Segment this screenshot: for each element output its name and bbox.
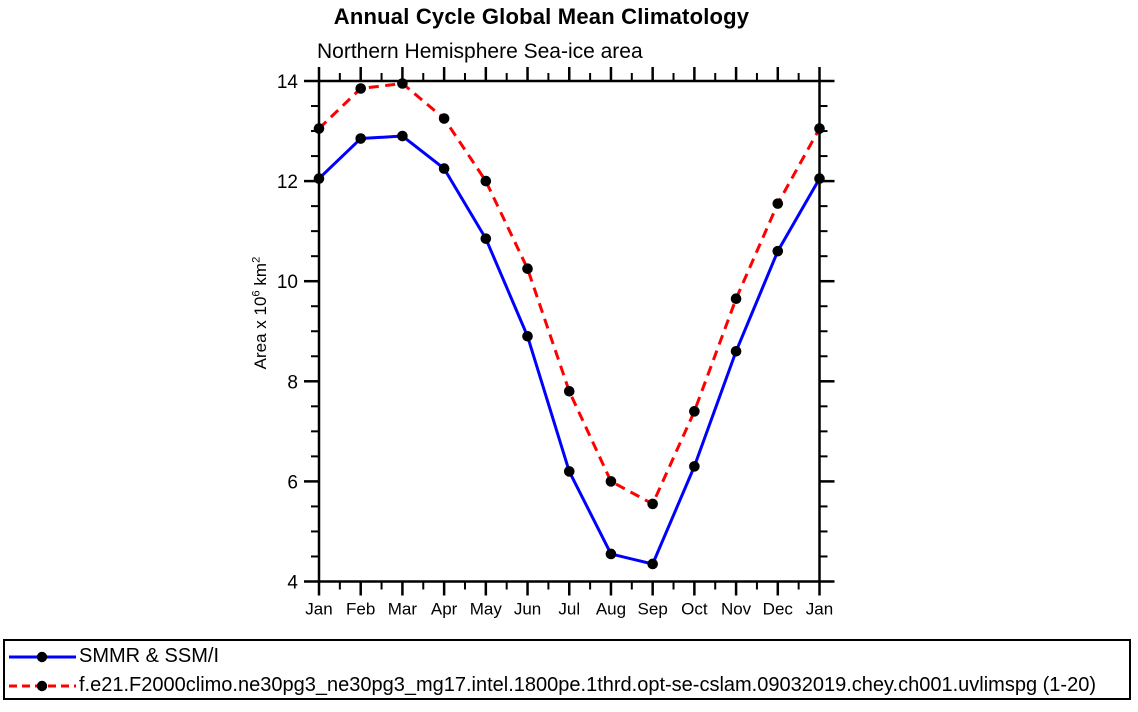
data-point-marker-1-6 <box>563 386 575 397</box>
data-point-marker-1-5 <box>522 263 533 274</box>
data-point-marker-0-1 <box>355 133 367 144</box>
data-point-marker-1-9 <box>689 406 700 417</box>
data-point-marker-0-8 <box>647 558 658 570</box>
x-tick-label: Mar <box>388 600 418 619</box>
x-tick-label: Jan <box>305 600 332 619</box>
y-tick-label: 6 <box>287 472 298 493</box>
series-line-1 <box>317 82 821 506</box>
data-point-marker-1-8 <box>647 498 658 510</box>
legend-line-sample-solid <box>9 651 76 662</box>
data-point-marker-0-11 <box>772 245 784 257</box>
y-tick-label: 10 <box>277 272 298 293</box>
x-tick-label: May <box>470 600 503 619</box>
data-point-marker-1-12 <box>814 123 825 134</box>
legend-sample-marker <box>36 651 48 662</box>
data-point-marker-0-2 <box>397 130 408 142</box>
data-point-marker-0-12 <box>814 173 825 184</box>
data-point-marker-0-3 <box>438 163 450 174</box>
data-point-marker-1-0 <box>313 123 325 134</box>
legend-item-model: f.e21.F2000climo.ne30pg3_ne30pg3_mg17.in… <box>5 671 1129 700</box>
series-line-0 <box>317 134 821 566</box>
legend-sample-marker <box>36 680 48 691</box>
chart-subtitle: Northern Hemisphere Sea-ice area <box>317 40 643 63</box>
y-tick-label: 12 <box>277 172 298 193</box>
chart-title: Annual Cycle Global Mean Climatology <box>333 4 750 29</box>
legend-label-model: f.e21.F2000climo.ne30pg3_ne30pg3_mg17.in… <box>79 674 1096 696</box>
data-point-marker-1-1 <box>355 83 367 94</box>
x-tick-label: Feb <box>346 600 375 619</box>
y-tick-label: 14 <box>277 72 299 93</box>
data-point-marker-1-11 <box>772 198 784 209</box>
data-point-marker-0-5 <box>522 330 533 342</box>
x-tick-label: Jun <box>514 600 541 619</box>
y-tick-label: 8 <box>287 372 298 393</box>
x-tick-label: Dec <box>763 600 794 619</box>
data-point-marker-1-10 <box>730 293 742 305</box>
data-point-marker-0-10 <box>730 345 742 357</box>
x-tick-label: Aug <box>596 600 626 619</box>
data-point-marker-1-3 <box>438 113 450 124</box>
x-tick-label: Jan <box>806 600 833 619</box>
legend-box: SMMR & SSM/I f.e21.F2000climo.ne30pg3_ne… <box>3 639 1131 700</box>
data-point-marker-1-7 <box>605 476 617 487</box>
data-point-marker-0-9 <box>689 461 700 472</box>
x-tick-label: Apr <box>431 600 458 619</box>
legend-item-observations: SMMR & SSM/I <box>5 642 1129 671</box>
x-tick-label: Nov <box>721 600 752 619</box>
x-tick-label: Jul <box>558 600 580 619</box>
plot-area: 4 6 8 10 12 14 Jan Feb Mar Apr May Jun Jul Aug Sep Oct N… <box>277 67 835 619</box>
data-point-marker-0-0 <box>313 173 325 184</box>
legend-line-sample-dashed <box>9 680 76 691</box>
data-point-marker-0-6 <box>563 466 575 477</box>
x-tick-label: Oct <box>681 600 708 619</box>
data-point-marker-1-4 <box>480 175 492 187</box>
data-point-marker-0-4 <box>480 233 492 244</box>
x-tick-label: Sep <box>638 600 668 619</box>
data-point-marker-0-7 <box>605 548 617 560</box>
data-point-marker-1-2 <box>397 78 408 89</box>
y-tick-label: 4 <box>287 573 298 594</box>
legend-label-observations: SMMR & SSM/I <box>79 645 220 667</box>
